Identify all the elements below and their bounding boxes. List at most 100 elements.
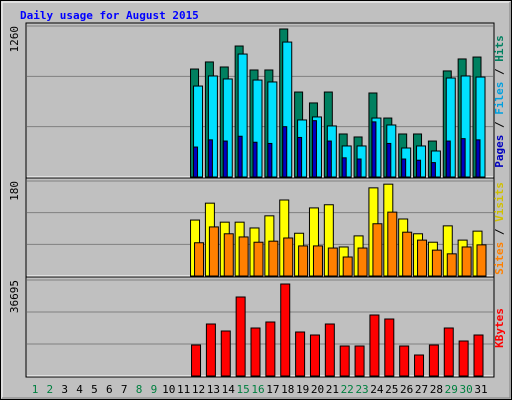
- bar: [458, 340, 469, 377]
- bar: [283, 237, 294, 277]
- bar: [295, 331, 306, 377]
- x-tick-label: 22: [341, 383, 354, 396]
- y-tick-label: 1260: [8, 26, 21, 53]
- legend-entry: Files: [493, 82, 506, 115]
- legend-separator: /: [493, 222, 506, 242]
- bar: [326, 140, 332, 178]
- bar: [205, 323, 216, 377]
- bar: [250, 327, 261, 377]
- bar: [354, 345, 365, 377]
- bar: [311, 120, 317, 178]
- x-tick-label: 9: [151, 383, 158, 396]
- bar: [473, 334, 484, 377]
- bar: [342, 256, 353, 277]
- x-tick-label: 6: [106, 383, 113, 396]
- bar: [357, 247, 368, 277]
- bar: [194, 242, 205, 277]
- bar: [235, 296, 246, 377]
- legend-entry: Pages: [493, 135, 506, 168]
- legend-entry: KBytes: [493, 308, 506, 348]
- bar: [341, 157, 347, 178]
- legend: Pages / Files / Hits: [493, 35, 506, 168]
- bar: [402, 231, 413, 277]
- x-tick-label: 15: [237, 383, 250, 396]
- x-tick-label: 25: [385, 383, 398, 396]
- bar: [312, 245, 323, 277]
- bar: [327, 247, 338, 277]
- legend-entry: Sites: [493, 242, 506, 275]
- chart-title: Daily usage for August 2015: [20, 9, 199, 22]
- x-tick-label: 24: [370, 383, 384, 396]
- x-tick-label: 8: [136, 383, 143, 396]
- legend-entry: Visits: [493, 182, 506, 222]
- bar: [384, 318, 395, 377]
- x-tick-label: 1: [32, 383, 39, 396]
- x-tick-label: 11: [177, 383, 190, 396]
- bar: [207, 139, 213, 178]
- bar: [476, 244, 487, 277]
- x-tick-label: 5: [91, 383, 98, 396]
- bar: [309, 334, 320, 377]
- bar: [282, 126, 288, 178]
- bar: [267, 142, 273, 178]
- x-tick-label: 14: [222, 383, 236, 396]
- x-tick-label: 28: [430, 383, 443, 396]
- bar: [443, 327, 454, 377]
- bar: [252, 141, 258, 178]
- x-tick-label: 20: [311, 383, 324, 396]
- legend: Sites / Visits: [493, 182, 506, 275]
- legend-entry: Hits: [493, 35, 506, 62]
- bar: [372, 223, 383, 277]
- x-tick-label: 23: [355, 383, 368, 396]
- bar: [386, 142, 392, 178]
- legend: KBytes: [493, 308, 506, 348]
- bar: [280, 283, 291, 377]
- bar: [460, 138, 466, 178]
- bar: [430, 162, 436, 178]
- bar: [401, 158, 407, 178]
- bar: [417, 239, 428, 277]
- bar: [339, 345, 350, 377]
- bar: [223, 233, 234, 277]
- bar: [265, 321, 276, 377]
- x-tick-label: 18: [281, 383, 294, 396]
- x-tick-label: 10: [162, 383, 175, 396]
- bar: [208, 226, 219, 277]
- bar: [222, 140, 228, 178]
- bar: [253, 241, 264, 277]
- bar: [220, 330, 231, 377]
- x-tick-label: 31: [474, 383, 487, 396]
- bar: [268, 240, 279, 277]
- bar: [445, 140, 451, 178]
- bar: [431, 249, 442, 277]
- x-tick-label: 7: [121, 383, 128, 396]
- bar: [371, 121, 377, 178]
- x-tick-label: 4: [76, 383, 83, 396]
- bar: [238, 236, 249, 277]
- legend-separator: /: [493, 115, 506, 135]
- bar: [416, 159, 422, 178]
- x-tick-label: 29: [445, 383, 458, 396]
- bar: [297, 136, 303, 178]
- bar: [387, 211, 398, 277]
- bar: [369, 314, 380, 377]
- x-tick-label: 19: [296, 383, 309, 396]
- bar: [191, 344, 202, 377]
- bar: [446, 253, 457, 277]
- x-tick-label: 17: [266, 383, 279, 396]
- y-tick-label: 36695: [8, 280, 21, 313]
- x-tick-label: 2: [47, 383, 54, 396]
- x-tick-label: 12: [192, 383, 205, 396]
- bar: [428, 344, 439, 377]
- bar: [475, 139, 481, 178]
- x-tick-label: 3: [61, 383, 68, 396]
- x-tick-label: 26: [400, 383, 413, 396]
- bar: [324, 323, 335, 377]
- bar: [414, 354, 425, 377]
- x-tick-label: 27: [415, 383, 428, 396]
- bar: [298, 245, 309, 277]
- x-tick-label: 16: [251, 383, 264, 396]
